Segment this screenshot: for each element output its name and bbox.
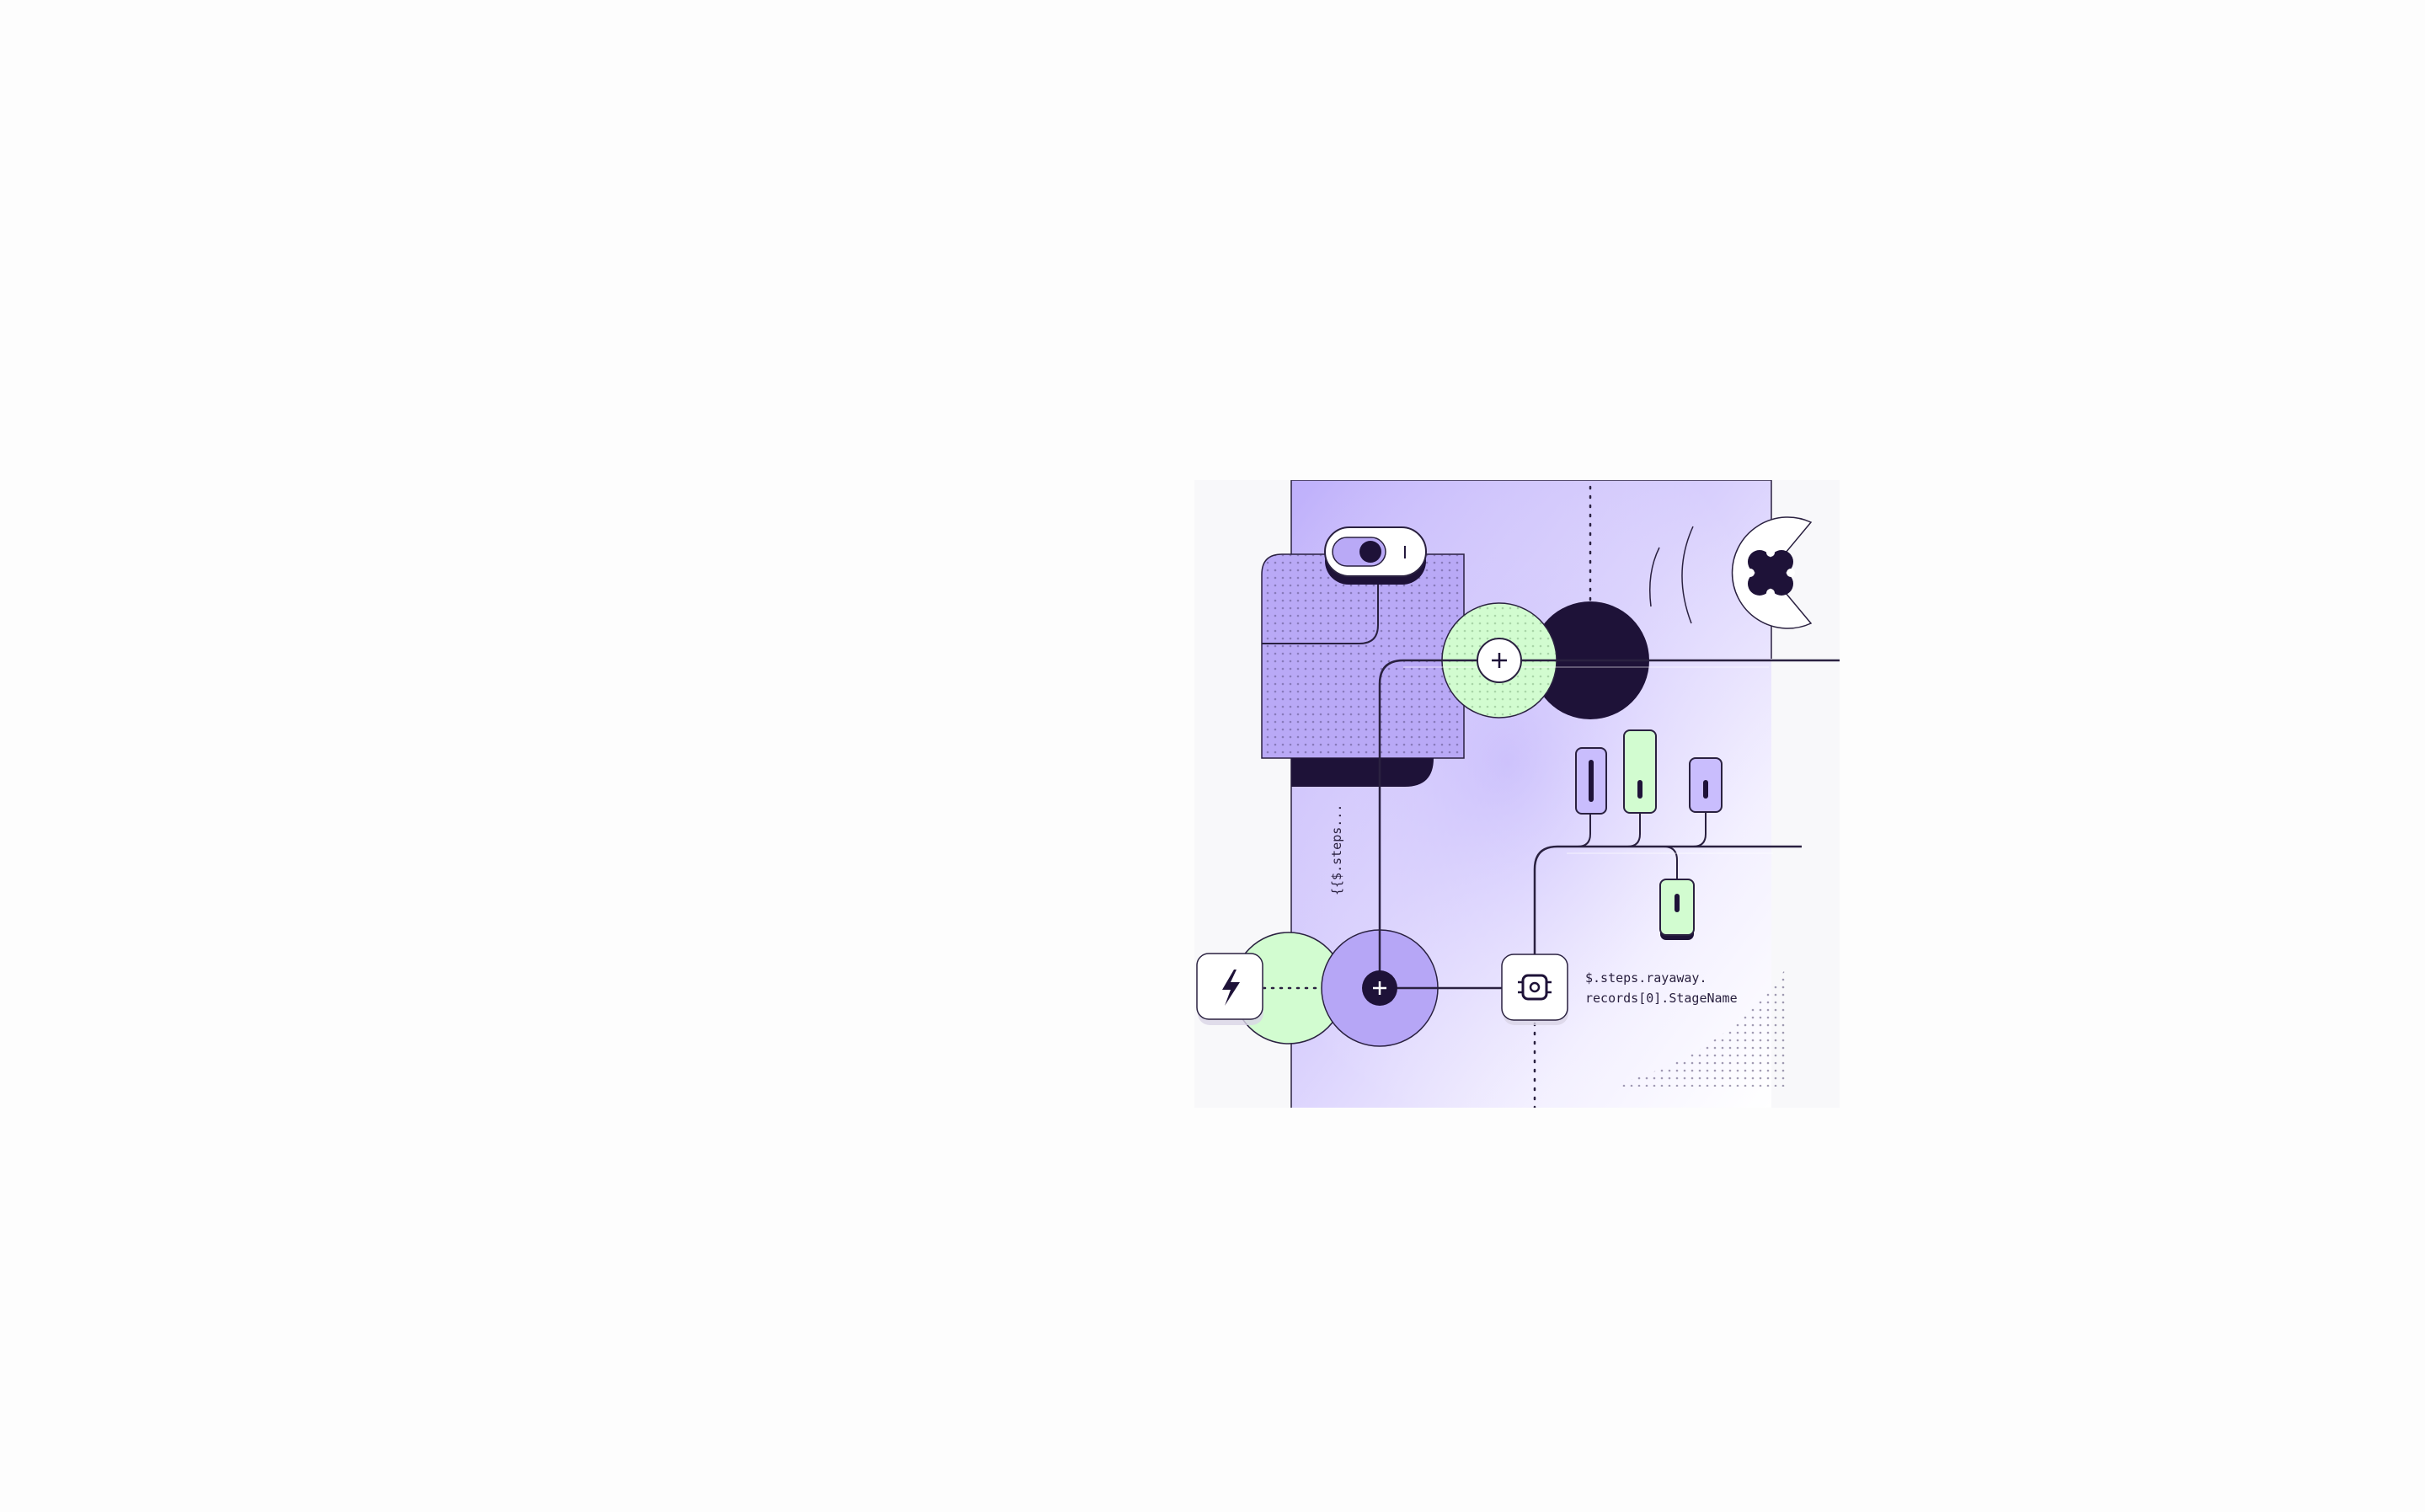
expression-line-2: records[0].StageName — [1585, 991, 1738, 1006]
trigger-button[interactable] — [1196, 953, 1263, 1025]
brand-badge — [1649, 516, 1813, 629]
connector-main — [1378, 659, 1840, 988]
pill-mint-2[interactable] — [1659, 879, 1695, 940]
expression-line-1: $.steps.rayaway. — [1585, 970, 1707, 986]
four-petal-logo-icon — [1746, 548, 1795, 597]
pill-lavender-1[interactable] — [1575, 747, 1607, 815]
toggle-on-mark: I — [1402, 542, 1407, 563]
add-step-button-bottom[interactable] — [1362, 970, 1397, 1006]
dotted-triangle — [1621, 969, 1786, 1087]
toggle-knob — [1359, 541, 1381, 563]
plus-icon — [1492, 653, 1507, 668]
plus-icon — [1373, 981, 1386, 995]
processor-step-button[interactable] — [1501, 954, 1568, 1025]
branch-connector — [1533, 845, 1802, 988]
connector-toggle — [1262, 580, 1379, 644]
add-step-button-top[interactable] — [1477, 638, 1522, 683]
vertical-expression: {{$.steps... — [1329, 804, 1344, 895]
toggle-switch[interactable]: I — [1324, 526, 1427, 585]
pill-mint-1[interactable] — [1623, 729, 1657, 814]
dotted-card — [1261, 553, 1465, 787]
chip-icon — [1518, 974, 1552, 1001]
lightning-bolt-icon — [1222, 970, 1240, 1006]
pill-lavender-2[interactable] — [1689, 757, 1723, 813]
